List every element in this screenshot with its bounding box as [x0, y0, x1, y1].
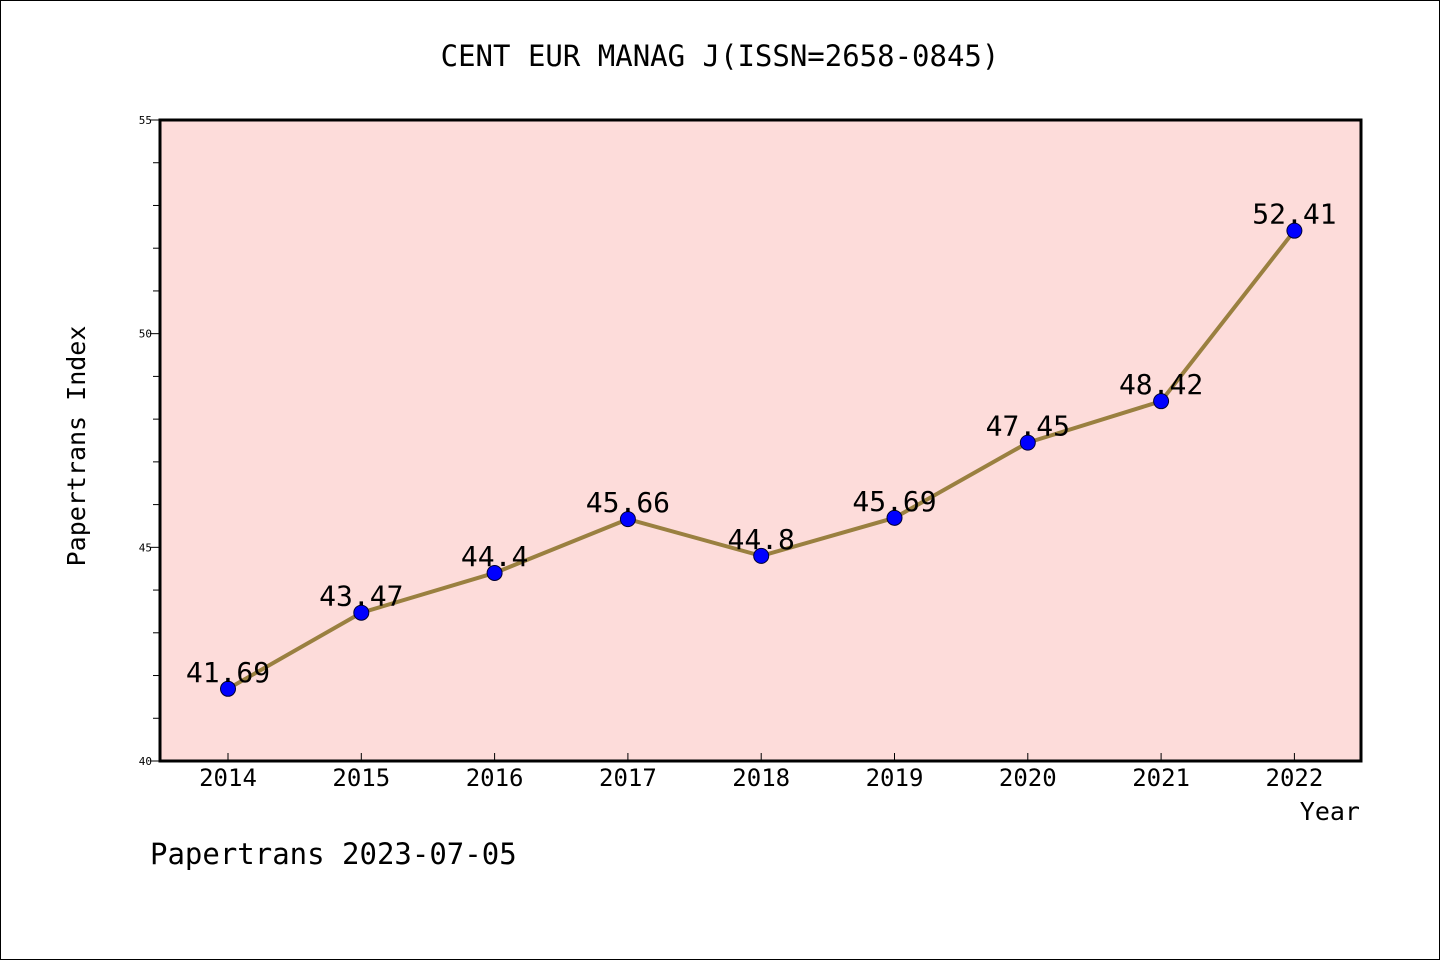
- x-tick-label: 2016: [466, 764, 524, 792]
- x-tick-label: 2019: [866, 764, 924, 792]
- y-axis: 40 45 50 55: [139, 114, 160, 768]
- data-label: 47.45: [986, 410, 1070, 443]
- data-point: [486, 564, 503, 581]
- data-label: 44.8: [727, 523, 794, 556]
- x-axis: 2014 2015 2016 2017 2018 2019 2020 2021 2022: [199, 753, 1323, 792]
- x-tick-label: 2020: [999, 764, 1057, 792]
- chart-title: CENT EUR MANAG J(ISSN=2658-0845): [441, 39, 1000, 73]
- watermark: Papertrans 2023-07-05: [150, 837, 517, 871]
- data-point: [353, 604, 370, 621]
- data-label: 52.41: [1252, 198, 1336, 231]
- y-tick-label: 40: [139, 755, 152, 768]
- y-axis-label: Papertrans Index: [62, 326, 91, 567]
- data-label: 44.4: [461, 540, 528, 573]
- x-axis-label: Year: [1300, 797, 1360, 826]
- data-label: 43.47: [319, 580, 403, 613]
- x-tick-label: 2015: [332, 764, 390, 792]
- data-label: 45.66: [586, 486, 670, 519]
- data-label: 48.42: [1119, 368, 1203, 401]
- data-label: 45.69: [852, 485, 936, 518]
- y-tick-label: 45: [139, 541, 152, 554]
- x-tick-label: 2022: [1266, 764, 1324, 792]
- data-point: [753, 547, 770, 564]
- data-labels: 41.69 43.47 44.4 45.66 44.8 45.69 47.45 48.42 52…: [186, 198, 1337, 689]
- x-tick-label: 2021: [1132, 764, 1190, 792]
- data-point: [220, 680, 236, 697]
- x-tick-label: 2018: [732, 764, 790, 792]
- data-point: [619, 511, 636, 528]
- data-point: [886, 509, 903, 526]
- y-tick-label: 50: [139, 328, 152, 341]
- data-markers: [220, 222, 1303, 697]
- data-label: 41.69: [186, 656, 270, 689]
- data-point: [1153, 393, 1170, 410]
- data-point: [1019, 434, 1036, 451]
- y-tick-label: 55: [139, 114, 152, 127]
- data-point: [1286, 222, 1303, 239]
- x-tick-label: 2014: [199, 764, 257, 792]
- x-tick-label: 2017: [599, 764, 657, 792]
- plot-area: [158, 118, 1363, 763]
